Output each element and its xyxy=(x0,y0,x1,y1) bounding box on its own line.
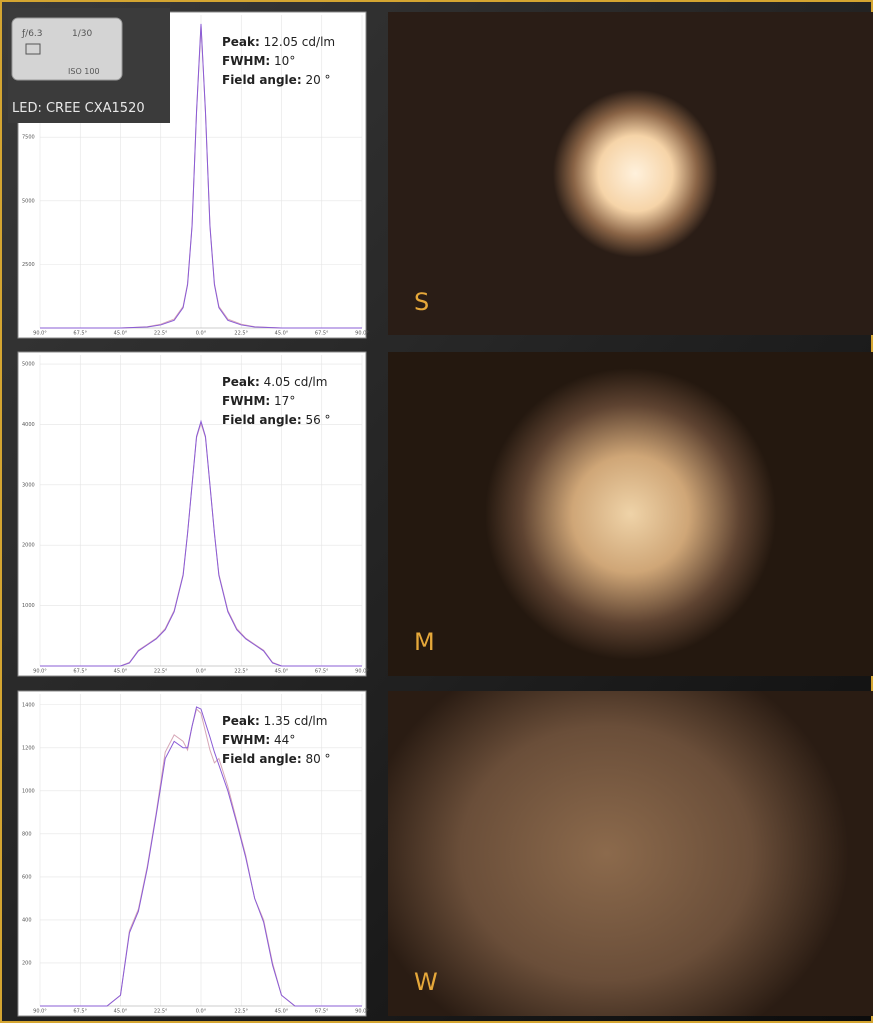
y-tick-label: 2500 xyxy=(22,262,35,268)
y-tick-label: 2000 xyxy=(22,543,35,549)
photo-label: M xyxy=(414,628,435,656)
meter-icon xyxy=(25,43,41,55)
x-tick-label: 67.5° xyxy=(315,331,329,337)
x-tick-label: 90.0° xyxy=(33,331,47,337)
chart-panel xyxy=(17,690,367,1017)
x-tick-label: 67.5° xyxy=(73,1009,87,1015)
y-tick-label: 4000 xyxy=(22,422,35,428)
x-tick-label: 22.5° xyxy=(234,331,248,337)
chart-panel xyxy=(17,351,367,677)
series-line xyxy=(40,706,362,1007)
annotation: Field angle: 20 ° xyxy=(222,73,331,87)
x-tick-label: 45.0° xyxy=(275,1009,289,1015)
x-tick-label: 45.0° xyxy=(114,669,128,675)
x-tick-label: 67.5° xyxy=(315,669,329,675)
y-tick-label: 1200 xyxy=(22,745,35,751)
beam-photo xyxy=(388,352,873,676)
x-tick-label: 0.0° xyxy=(196,331,207,337)
x-tick-label: 0.0° xyxy=(196,1009,207,1015)
x-tick-label: 90.0° xyxy=(33,1009,47,1015)
camera-icon xyxy=(11,17,123,81)
y-tick-label: 5000 xyxy=(22,362,35,368)
annotation-label: FWHM: xyxy=(222,54,270,68)
x-tick-label: 22.5° xyxy=(234,669,248,675)
x-tick-label: 22.5° xyxy=(154,331,168,337)
info-overlay: ƒ/6.3 1/30 ISO 100 LED: CREE CXA1520 xyxy=(8,8,170,123)
x-tick-label: 0.0° xyxy=(196,669,207,675)
y-tick-label: 600 xyxy=(22,874,32,880)
x-tick-label: 90.0° xyxy=(355,669,369,675)
y-tick-label: 200 xyxy=(22,960,32,966)
annotation-text: 80 ° xyxy=(305,752,330,766)
annotation: Peak: 12.05 cd/lm xyxy=(222,35,335,49)
beam-photo xyxy=(388,691,873,1016)
annotation-label: Field angle: xyxy=(222,73,302,87)
aperture: ƒ/6.3 xyxy=(21,29,43,39)
annotation-text: 4.05 cd/lm xyxy=(264,375,328,389)
x-tick-label: 22.5° xyxy=(154,669,168,675)
annotation: FWHM: 10° xyxy=(222,54,295,68)
annotation: Field angle: 56 ° xyxy=(222,413,331,427)
y-tick-label: 5000 xyxy=(22,198,35,204)
y-tick-label: 7500 xyxy=(22,135,35,141)
annotation-label: Peak: xyxy=(222,375,260,389)
y-tick-label: 800 xyxy=(22,831,32,837)
y-tick-label: 1400 xyxy=(22,702,35,708)
beam-photo xyxy=(388,12,873,335)
y-tick-label: 400 xyxy=(22,917,32,923)
series-line xyxy=(40,23,362,329)
x-tick-label: 22.5° xyxy=(154,1009,168,1015)
annotation: Peak: 1.35 cd/lm xyxy=(222,714,327,728)
annotation-text: 56 ° xyxy=(305,413,330,427)
x-tick-label: 90.0° xyxy=(355,1009,369,1015)
x-tick-label: 90.0° xyxy=(355,331,369,337)
x-tick-label: 22.5° xyxy=(234,1009,248,1015)
y-tick-label: 1000 xyxy=(22,788,35,794)
iso: ISO 100 xyxy=(68,67,100,76)
x-tick-label: 45.0° xyxy=(275,669,289,675)
photo-label: W xyxy=(414,968,438,996)
annotation-label: Peak: xyxy=(222,35,260,49)
annotation: Field angle: 80 ° xyxy=(222,752,331,766)
series-line xyxy=(40,419,362,667)
annotation: FWHM: 17° xyxy=(222,394,295,408)
annotation-text: 12.05 cd/lm xyxy=(264,35,335,49)
x-tick-label: 67.5° xyxy=(73,669,87,675)
series-line xyxy=(40,421,362,667)
annotation-text: 17° xyxy=(274,394,295,408)
x-tick-label: 67.5° xyxy=(315,1009,329,1015)
annotation-label: FWHM: xyxy=(222,394,270,408)
x-tick-label: 45.0° xyxy=(275,331,289,337)
photo-label: S xyxy=(414,288,429,316)
annotation-label: FWHM: xyxy=(222,733,270,747)
annotation: FWHM: 44° xyxy=(222,733,295,747)
annotation: Peak: 4.05 cd/lm xyxy=(222,375,327,389)
x-tick-label: 90.0° xyxy=(33,669,47,675)
shutter: 1/30 xyxy=(72,29,92,39)
annotation-text: 10° xyxy=(274,54,295,68)
y-tick-label: 3000 xyxy=(22,482,35,488)
x-tick-label: 45.0° xyxy=(114,1009,128,1015)
annotation-text: 20 ° xyxy=(305,73,330,87)
x-tick-label: 67.5° xyxy=(73,331,87,337)
annotation-text: 1.35 cd/lm xyxy=(264,714,328,728)
annotation-label: Field angle: xyxy=(222,752,302,766)
annotation-text: 44° xyxy=(274,733,295,747)
led-label: LED: CREE CXA1520 xyxy=(12,101,145,116)
annotation-label: Field angle: xyxy=(222,413,302,427)
y-tick-label: 1000 xyxy=(22,603,35,609)
x-tick-label: 45.0° xyxy=(114,331,128,337)
annotation-label: Peak: xyxy=(222,714,260,728)
